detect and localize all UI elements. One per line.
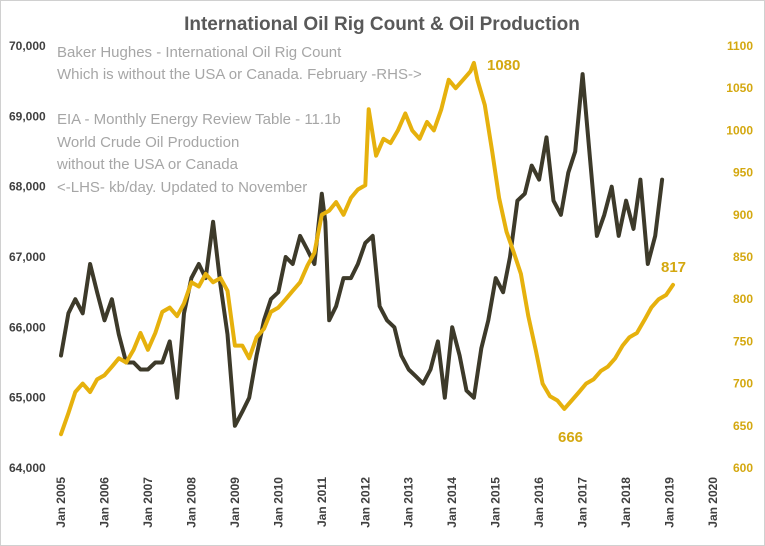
right-tick-label: 950: [733, 166, 753, 180]
x-tick-label: Jan 2013: [402, 477, 416, 528]
right-tick-label: 750: [733, 334, 753, 348]
left-tick-label: 68,000: [9, 180, 46, 194]
right-tick-label: 850: [733, 250, 753, 264]
right-tick-label: 650: [733, 419, 753, 433]
left-tick-label: 65,000: [9, 391, 46, 405]
left-tick-label: 67,000: [9, 250, 46, 264]
x-tick-label: Jan 2012: [358, 477, 372, 528]
x-axis-ticks: Jan 2005 Jan 2006 Jan 2007 Jan 2008 Jan 2009…: [54, 477, 720, 528]
production-note-line-3: without the USA or Canada: [56, 156, 239, 173]
x-tick-label: Jan 2007: [141, 477, 155, 528]
x-tick-label: Jan 2018: [619, 477, 633, 528]
rig-count-series-line: [59, 60, 675, 437]
x-tick-label: Jan 2019: [663, 477, 677, 528]
x-tick-label: Jan 2009: [228, 477, 242, 528]
production-note-line-1: EIA - Monthly Energy Review Table - 11.1…: [57, 111, 341, 128]
production-series-line: [59, 72, 665, 428]
x-tick-label: Jan 2010: [271, 477, 285, 528]
trough-callout: 666: [558, 429, 583, 446]
x-tick-label: Jan 2011: [315, 477, 329, 527]
x-tick-label: Jan 2008: [184, 477, 198, 528]
rig-note-line-1: Baker Hughes - International Oil Rig Cou…: [57, 44, 342, 61]
right-tick-label: 800: [733, 292, 753, 306]
x-tick-label: Jan 2020: [706, 477, 720, 528]
right-tick-label: 600: [733, 461, 753, 475]
right-tick-label: 1100: [727, 39, 753, 53]
x-tick-label: Jan 2005: [54, 477, 68, 528]
right-tick-label: 1000: [726, 123, 753, 137]
peak-callout: 1080: [487, 57, 520, 74]
right-tick-label: 900: [733, 208, 753, 222]
last-value-callout: 817: [661, 259, 686, 276]
rig-note-line-2: Which is without the USA or Canada. Febr…: [57, 66, 422, 83]
x-tick-label: Jan 2015: [489, 477, 503, 528]
x-tick-label: Jan 2014: [445, 477, 459, 528]
right-tick-label: 700: [733, 377, 753, 391]
production-note-line-4: <-LHS- kb/day. Updated to November: [57, 179, 307, 196]
production-note-line-2: World Crude Oil Production: [57, 134, 239, 151]
left-tick-label: 70,000: [9, 39, 46, 53]
left-tick-label: 69,000: [9, 109, 46, 123]
x-tick-label: Jan 2016: [532, 477, 546, 528]
left-tick-label: 66,000: [9, 320, 46, 334]
right-axis-ticks: 600 650 700 750 800 850 900 950 1000 1050 1100: [726, 39, 753, 475]
left-axis-ticks: 64,000 65,000 66,000 67,000 68,000 69,000 70,0…: [9, 39, 46, 475]
x-tick-label: Jan 2006: [97, 477, 111, 528]
left-tick-label: 64,000: [9, 461, 46, 475]
right-tick-label: 1050: [726, 81, 753, 95]
x-tick-label: Jan 2017: [576, 477, 590, 528]
chart-title: International Oil Rig Count & Oil Produc…: [184, 14, 580, 35]
